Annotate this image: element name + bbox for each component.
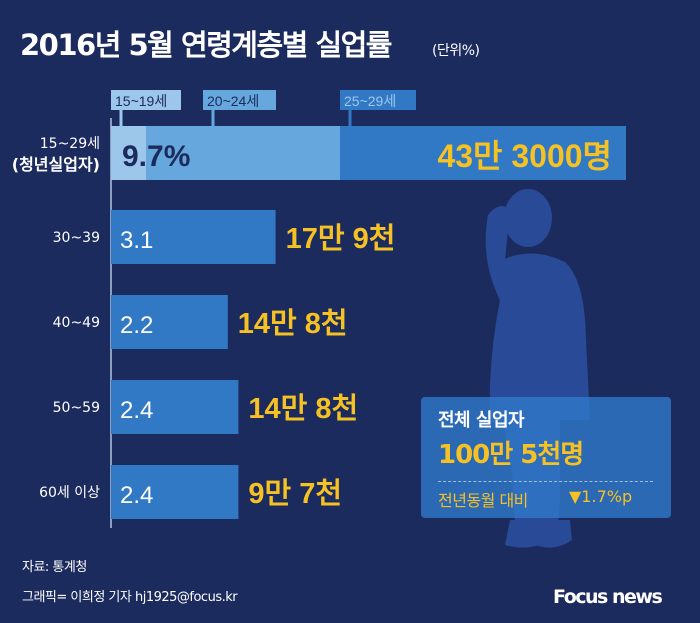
segment-label: 25~29세 (344, 93, 396, 109)
summary-value: 100만 5천명 (438, 440, 584, 470)
value-label: 2.4 (120, 482, 153, 509)
segment-label: 15~19세 (115, 93, 167, 109)
source: 자료: 통계청 (22, 560, 87, 575)
category-label: 15~29세 (40, 136, 100, 152)
category-label: 30~39 (53, 230, 100, 246)
bar-segment-1 (111, 126, 146, 180)
segment-label: 20~24세 (207, 93, 259, 109)
segment-tag (340, 90, 416, 110)
summary-compare-label: 전년동월 대비 (438, 491, 528, 510)
count-label: 14만 8천 (238, 307, 348, 340)
summary-change: ▼1.7%p (569, 487, 633, 506)
value-label: 2.4 (120, 397, 153, 424)
divider (438, 481, 653, 482)
summary-label: 전체 실업자 (438, 410, 525, 431)
count-label: 14만 8천 (248, 392, 358, 425)
bar (111, 380, 239, 434)
unit-label: (단위%) (432, 43, 480, 59)
segment-tag (111, 90, 181, 110)
category-label: 60세 이상 (39, 485, 100, 501)
segment-tag (203, 90, 276, 110)
bar (111, 295, 228, 349)
value-label: 9.7% (122, 140, 190, 173)
count-label: 17만 9천 (286, 222, 396, 255)
focus-news-logo: Focus news (553, 586, 663, 608)
category-label: 40~49 (53, 315, 100, 331)
category-label: 50~59 (53, 400, 100, 416)
value-label: 3.1 (120, 227, 153, 254)
summary-box: 전체 실업자 100만 5천명 전년동월 대비 ▼1.7%p (421, 397, 671, 518)
count-label: 43만 3000명 (437, 138, 612, 174)
credit: 그래픽= 이희정 기자 hj1925@focus.kr (22, 590, 238, 605)
bar-segment-3 (340, 126, 626, 180)
count-label: 9만 7천 (248, 477, 342, 510)
bar (111, 210, 276, 264)
bar-segment-2 (146, 126, 340, 180)
category-label: (청년실업자) (12, 155, 100, 174)
bar (111, 465, 239, 519)
value-label: 2.2 (120, 312, 153, 339)
chart-title: 2016년 5월 연령계층별 실업률 (20, 28, 392, 62)
